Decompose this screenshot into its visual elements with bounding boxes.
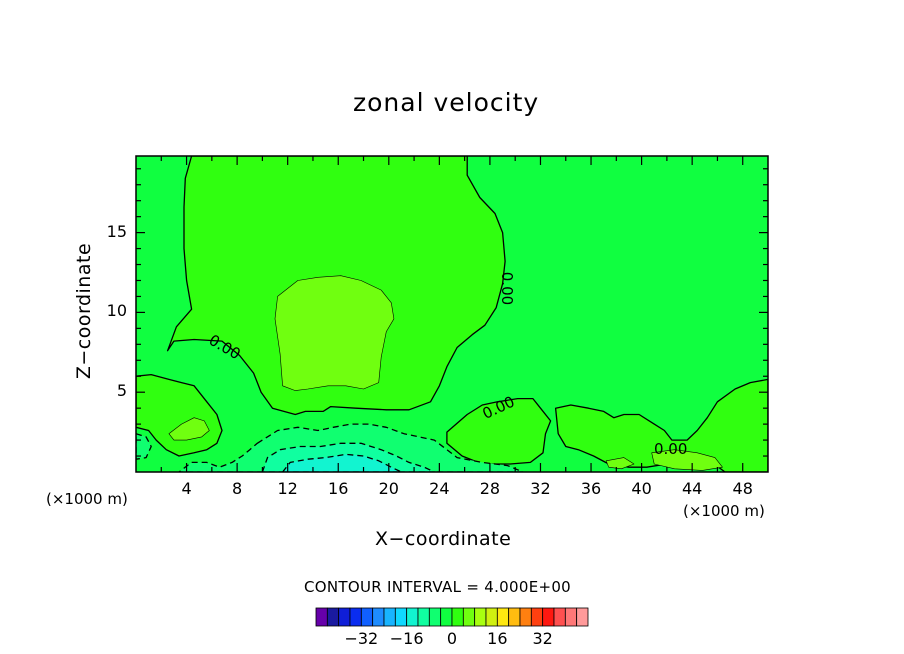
plot-frame xyxy=(135,155,769,473)
colorbar-swatch xyxy=(338,607,351,627)
x-tick-label: 44 xyxy=(681,479,703,498)
colorbar-swatch xyxy=(315,607,328,627)
x-tick-label: 20 xyxy=(378,479,399,498)
colorbar-swatch xyxy=(496,607,510,627)
region-level--12-12 xyxy=(281,453,403,472)
colorbar-tick-label: 32 xyxy=(532,629,553,648)
filled-contour-regions xyxy=(136,156,768,472)
axis-ticks xyxy=(136,156,768,472)
contour-label: 0.00 xyxy=(498,272,516,305)
contour-interval-label: CONTOUR INTERVAL = 4.000E+00 xyxy=(304,578,572,596)
colorbar-tick-label: −16 xyxy=(389,629,424,648)
colorbar-swatch xyxy=(440,607,453,627)
colorbar-swatch xyxy=(428,607,442,627)
x-tick-label: 4 xyxy=(181,479,192,498)
x-tick-label: 24 xyxy=(429,479,450,498)
contour-label: 0.00 xyxy=(654,440,687,458)
colorbar-swatch xyxy=(474,607,487,627)
region-level-8-8 xyxy=(605,457,635,470)
colorbar-swatch xyxy=(360,607,374,627)
x-tick-label: 28 xyxy=(479,479,501,498)
x-tick-label: 40 xyxy=(631,479,652,498)
colorbar-swatch xyxy=(553,607,566,627)
z-unit-label: (×1000 m) xyxy=(46,490,128,508)
colorbar-tick-label: −32 xyxy=(344,629,379,648)
colorbar-swatch xyxy=(326,607,340,627)
colorbar-swatch xyxy=(519,607,532,627)
chart-title: zonal velocity xyxy=(353,88,540,117)
colorbar xyxy=(315,607,589,627)
region-level-8-2 xyxy=(274,275,395,391)
colorbar-swatch xyxy=(508,607,521,627)
x-axis-label: X−coordinate xyxy=(375,528,512,550)
colorbar-swatch xyxy=(485,607,498,627)
colorbar-swatch xyxy=(372,607,385,627)
colorbar-swatch xyxy=(576,607,589,627)
y-tick-label: 15 xyxy=(106,221,127,241)
y-tick-label: 5 xyxy=(116,381,127,401)
colorbar-swatch xyxy=(383,607,396,627)
x-tick-label: 16 xyxy=(328,479,349,498)
colorbar-swatch xyxy=(451,607,464,627)
region-level-8-7 xyxy=(651,449,723,471)
x-tick-label: 36 xyxy=(580,479,602,498)
colorbar-swatch xyxy=(417,607,430,627)
colorbar-swatch xyxy=(542,607,555,627)
region-level-8-4 xyxy=(168,417,210,441)
y-axis-label: Z−coordinate xyxy=(73,242,95,380)
colorbar-swatch xyxy=(462,607,476,627)
colorbar-tick-label: 0 xyxy=(446,629,458,648)
colorbar-swatch xyxy=(394,607,408,627)
x-tick-label: 8 xyxy=(232,479,243,498)
region-level-4-5 xyxy=(446,397,552,465)
colorbar-swatch xyxy=(530,607,544,627)
region-level-4-6 xyxy=(554,378,768,472)
y-tick-label: 10 xyxy=(106,301,127,321)
colorbar-swatch xyxy=(349,607,362,627)
colorbar-swatch xyxy=(406,607,419,627)
x-tick-label: 12 xyxy=(277,479,298,498)
x-tick-label: 48 xyxy=(732,479,753,498)
x-tick-label: 32 xyxy=(530,479,551,498)
colorbar-tick-label: 16 xyxy=(487,629,508,648)
x-unit-label: (×1000 m) xyxy=(683,502,765,520)
colorbar-swatch xyxy=(564,607,578,627)
